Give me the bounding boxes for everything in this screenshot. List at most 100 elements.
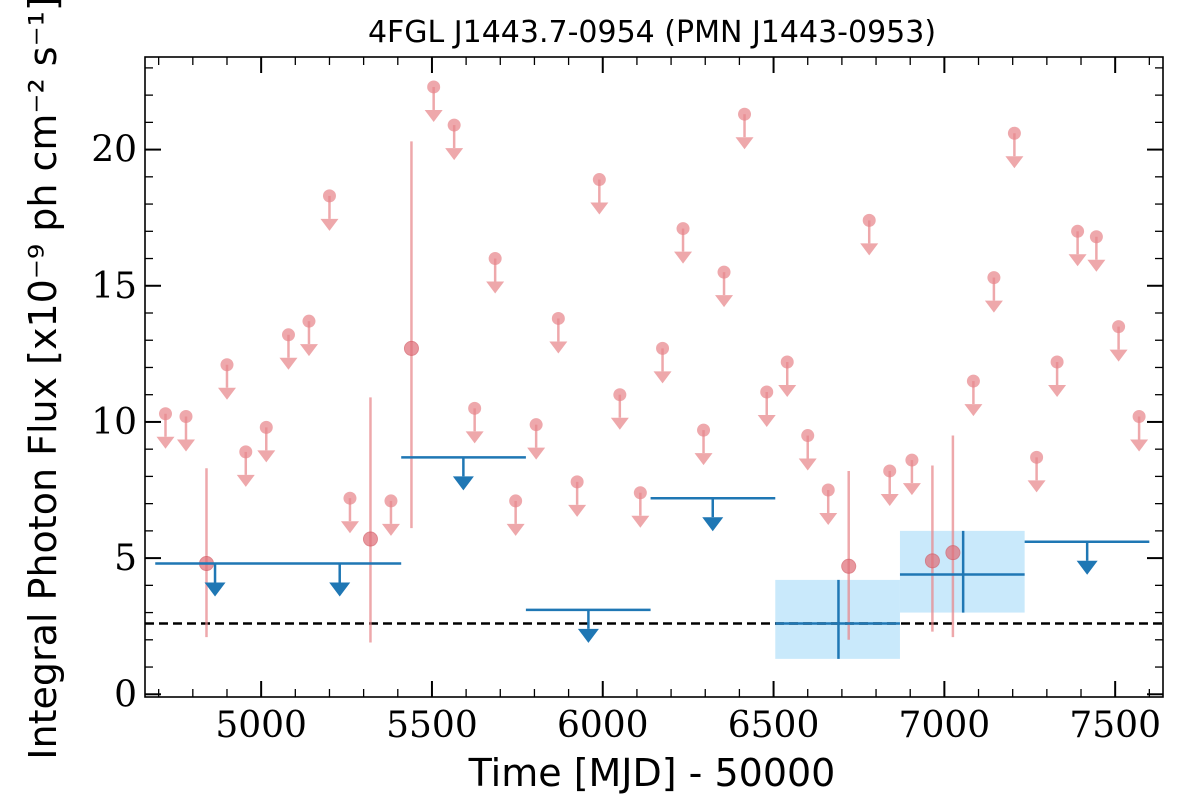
fine-ul-arrow-20-head (631, 515, 650, 528)
x-tick-label: 6000 (557, 705, 649, 746)
fine-ul-point-26 (760, 385, 774, 399)
fine-ul-arrow-15-head (527, 447, 546, 460)
fine-ul-point-35 (1007, 126, 1021, 140)
fine-ul-arrow-11-head (445, 148, 464, 161)
fine-ul-point-22 (676, 222, 690, 236)
fine-ul-point-5 (281, 328, 295, 342)
x-tick-label: 7500 (1069, 705, 1161, 746)
fine-ul-point-7 (322, 189, 336, 203)
fine-ul-point-18 (592, 173, 606, 187)
fine-ul-point-41 (1132, 409, 1146, 423)
fine-det-point-2 (403, 340, 419, 356)
fine-ul-arrow-13-head (486, 281, 505, 294)
fine-ul-point-25 (738, 107, 752, 121)
fine-ul-point-30 (862, 213, 876, 227)
fine-ul-arrow-12-head (465, 431, 484, 444)
fine-ul-arrow-6-head (299, 344, 318, 357)
y-tick-label: 0 (114, 674, 137, 715)
fine-ul-arrow-19-head (610, 417, 629, 430)
fine-ul-point-10 (427, 80, 441, 94)
y-tick-label: 10 (91, 402, 137, 443)
fine-ul-point-36 (1030, 450, 1044, 464)
fine-det-point-4 (924, 553, 940, 569)
x-axis-label: Time [MJD] - 50000 (468, 751, 836, 795)
fine-ul-point-32 (905, 453, 919, 467)
fine-det-point-5 (945, 545, 961, 561)
fine-ul-arrow-25-head (735, 137, 754, 150)
coarse-ul-arrow-1-0 (452, 457, 474, 491)
coarse-ul-arrow-1-0-head (452, 476, 474, 491)
y-tick-label: 5 (114, 538, 137, 579)
fine-ul-point-0 (158, 407, 172, 421)
fine-ul-point-39 (1089, 230, 1103, 244)
fine-ul-point-3 (239, 445, 253, 459)
fine-ul-arrow-38-head (1068, 254, 1087, 267)
fine-ul-arrow-2-head (217, 387, 236, 400)
fine-ul-point-8 (343, 491, 357, 505)
fine-ul-point-6 (302, 314, 316, 328)
fine-ul-point-11 (447, 118, 461, 132)
fine-ul-arrow-0-head (156, 436, 175, 449)
fine-ul-arrow-31-head (880, 493, 899, 506)
fine-ul-arrow-24-head (715, 295, 734, 308)
fine-ul-point-38 (1071, 224, 1085, 238)
coarse-ul-arrow-0-1 (329, 563, 351, 597)
plot-frame (144, 56, 1164, 698)
fine-ul-point-19 (613, 388, 627, 402)
y-axis-label: Integral Photon Flux [x10⁻⁹ ph cm⁻² s⁻¹] (21, 0, 65, 760)
fine-ul-arrow-29-head (819, 513, 838, 526)
fine-ul-arrow-26-head (757, 414, 776, 427)
fine-ul-point-21 (656, 341, 670, 355)
fine-ul-point-2 (220, 358, 234, 372)
fine-ul-arrow-7-head (320, 218, 339, 231)
fine-ul-arrow-41-head (1130, 439, 1149, 452)
fine-ul-point-4 (259, 420, 273, 434)
fine-det-point-1 (362, 531, 378, 547)
fine-det-point-3 (841, 558, 857, 574)
fine-ul-point-16 (551, 311, 565, 325)
fine-ul-arrow-30-head (860, 243, 879, 256)
fine-ul-arrow-8-head (340, 521, 359, 534)
fine-ul-point-14 (509, 494, 523, 508)
coarse-ul-arrow-2-0 (577, 609, 599, 643)
coarse-ul-arrow-0-0 (204, 563, 226, 597)
x-tick-label: 5500 (386, 705, 478, 746)
fine-ul-point-1 (179, 409, 193, 423)
fine-ul-arrow-4-head (257, 450, 276, 463)
fine-ul-arrow-34-head (984, 300, 1003, 313)
x-tick-label: 7000 (899, 705, 991, 746)
fine-ul-arrow-17-head (568, 504, 587, 517)
fine-ul-arrow-35-head (1005, 156, 1024, 169)
fine-ul-point-20 (633, 486, 647, 500)
fine-ul-point-31 (883, 464, 897, 478)
fine-ul-arrow-5-head (279, 357, 298, 370)
coarse-ul-arrow-0-1-head (329, 582, 351, 597)
fine-ul-point-23 (697, 423, 711, 437)
fine-ul-point-9 (384, 494, 398, 508)
fine-ul-arrow-39-head (1087, 259, 1106, 272)
fine-ul-arrow-33-head (964, 404, 983, 417)
fine-ul-arrow-16-head (549, 341, 568, 354)
fine-ul-point-17 (570, 475, 584, 489)
coarse-ul-arrow-4-0 (1076, 541, 1098, 575)
x-tick-label: 5000 (215, 705, 307, 746)
plot-area (145, 80, 1163, 659)
fine-ul-arrow-40-head (1109, 349, 1128, 362)
coarse-ul-arrow-3-0 (702, 498, 724, 532)
fine-ul-arrow-32-head (902, 483, 921, 496)
fine-ul-arrow-36-head (1027, 480, 1046, 493)
coarse-ul-arrow-3-0-head (702, 517, 724, 532)
fine-ul-point-40 (1112, 320, 1126, 334)
fine-ul-arrow-28-head (798, 458, 817, 471)
fine-ul-arrow-23-head (694, 453, 713, 466)
fine-ul-point-34 (987, 271, 1001, 285)
fine-ul-arrow-1-head (176, 439, 195, 452)
fine-ul-point-12 (468, 401, 482, 415)
fine-ul-point-27 (780, 355, 794, 369)
fine-ul-arrow-18-head (590, 202, 609, 215)
fine-ul-point-37 (1050, 355, 1064, 369)
y-tick-label: 15 (91, 266, 137, 307)
fine-ul-point-28 (801, 429, 815, 443)
fine-ul-arrow-9-head (381, 523, 400, 536)
fine-ul-arrow-21-head (653, 371, 672, 384)
